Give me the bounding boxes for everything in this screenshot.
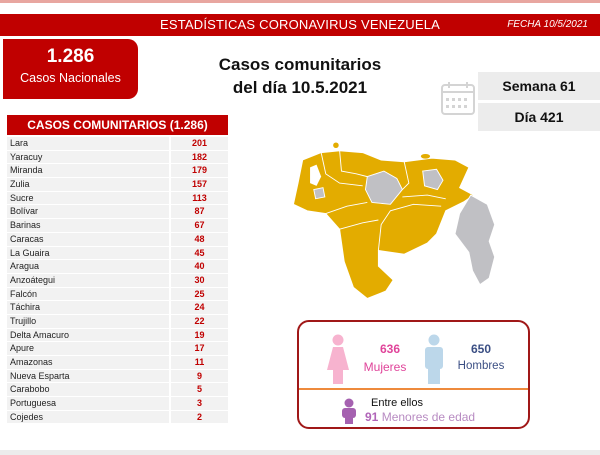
table-row: Miranda 179	[7, 164, 228, 179]
state-name: Lara	[7, 137, 169, 151]
state-name: Delta Amacuro	[7, 328, 169, 343]
table-row: Sucre 113	[7, 191, 228, 206]
state-cases: 19	[171, 328, 228, 343]
table-row: Amazonas 11	[7, 356, 228, 370]
female-count: 636	[379, 342, 401, 356]
state-name: Amazonas	[7, 356, 169, 370]
state-cases: 22	[171, 314, 228, 329]
state-name: Sucre	[7, 191, 169, 206]
minors-line: 91 Menores de edad	[365, 410, 475, 424]
state-name: Bolívar	[7, 205, 169, 220]
table-row: Delta Amacuro 19	[7, 328, 228, 343]
state-name: Caracas	[7, 232, 169, 247]
header-bar: ESTADÍSTICAS CORONAVIRUS VENEZUELA FECHA…	[0, 14, 600, 36]
state-name: Falcón	[7, 287, 169, 302]
main-heading-line2: del día 10.5.2021	[232, 78, 368, 97]
male-icon	[425, 334, 443, 384]
table-row: Falcón 25	[7, 287, 228, 302]
main-heading-line1: Casos comunitarios	[218, 55, 382, 74]
table-row: Bolívar 87	[7, 205, 228, 220]
table-row: Apure 17	[7, 342, 228, 356]
state-cases: 5	[171, 383, 228, 398]
table-header: CASOS COMUNITARIOS (1.286)	[7, 115, 228, 135]
table-row: Barinas 67	[7, 219, 228, 233]
national-cases-box: 1.286 Casos Nacionales	[3, 39, 138, 99]
gender-breakdown-box: 636 Mujeres 650 Hombres Entre ellos 91 M…	[297, 320, 530, 429]
day-counter: Día 421	[478, 103, 600, 131]
state-name: Miranda	[7, 164, 169, 179]
minors-label: Menores de edad	[381, 410, 476, 424]
state-cases: 17	[171, 342, 228, 356]
state-name: Apure	[7, 342, 169, 356]
state-name: La Guaira	[7, 246, 169, 261]
state-name: Barinas	[7, 219, 169, 233]
calendar-icon	[441, 82, 475, 115]
state-cases: 25	[171, 287, 228, 302]
table-row: Yaracuy 182	[7, 150, 228, 165]
state-cases: 11	[171, 356, 228, 370]
state-name: Táchira	[7, 301, 169, 315]
state-cases: 179	[171, 164, 228, 179]
table-row: Portuguesa 3	[7, 397, 228, 411]
state-name: Portuguesa	[7, 397, 169, 411]
minors-count: 91	[365, 410, 379, 424]
male-label: Hombres	[457, 360, 505, 372]
table-row: Zulia 157	[7, 178, 228, 192]
table-row: Cojedes 2	[7, 410, 228, 425]
table-row: La Guaira 45	[7, 246, 228, 261]
state-cases: 30	[171, 273, 228, 288]
state-cases: 48	[171, 232, 228, 247]
section-divider	[299, 388, 528, 390]
state-cases: 182	[171, 150, 228, 165]
table-row: Anzoátegui 30	[7, 273, 228, 288]
table-row: Caracas 48	[7, 232, 228, 247]
venezuela-map	[292, 142, 496, 299]
state-name: Zulia	[7, 178, 169, 192]
state-name: Trujillo	[7, 314, 169, 329]
male-count: 650	[470, 342, 492, 356]
state-cases: 113	[171, 191, 228, 206]
national-cases-total: 1.286	[46, 46, 95, 67]
child-icon	[342, 398, 356, 424]
state-name: Anzoátegui	[7, 273, 169, 288]
female-icon	[327, 334, 349, 384]
report-date: FECHA 10/5/2021	[507, 19, 588, 30]
state-cases: 201	[171, 137, 228, 151]
state-cases: 9	[171, 369, 228, 384]
state-cases: 87	[171, 205, 228, 220]
bottom-band	[0, 450, 600, 455]
table-row: Aragua 40	[7, 260, 228, 274]
main-heading: Casos comunitarios del día 10.5.2021	[205, 53, 395, 99]
state-name: Carabobo	[7, 383, 169, 398]
state-cases: 40	[171, 260, 228, 274]
week-counter: Semana 61	[478, 72, 600, 100]
female-label: Mujeres	[363, 360, 407, 374]
table-row: Lara 201	[7, 137, 228, 151]
state-cases: 3	[171, 397, 228, 411]
state-name: Yaracuy	[7, 150, 169, 165]
state-name: Aragua	[7, 260, 169, 274]
state-cases: 2	[171, 410, 228, 425]
table-row: Nueva Esparta 9	[7, 369, 228, 384]
state-name: Cojedes	[7, 410, 169, 425]
state-cases: 24	[171, 301, 228, 315]
minors-intro: Entre ellos	[371, 397, 423, 409]
page-title: ESTADÍSTICAS CORONAVIRUS VENEZUELA	[159, 17, 441, 32]
state-cases: 157	[171, 178, 228, 192]
table-row: Táchira 24	[7, 301, 228, 315]
top-border	[0, 0, 600, 3]
state-cases-table: Lara 201 Yaracuy 182 Miranda 179 Zulia 157 Sucre…	[7, 137, 228, 425]
state-cases: 45	[171, 246, 228, 261]
state-cases: 67	[171, 219, 228, 233]
state-name: Nueva Esparta	[7, 369, 169, 384]
national-cases-label: Casos Nacionales	[20, 71, 121, 85]
table-row: Carabobo 5	[7, 383, 228, 398]
table-row: Trujillo 22	[7, 314, 228, 329]
